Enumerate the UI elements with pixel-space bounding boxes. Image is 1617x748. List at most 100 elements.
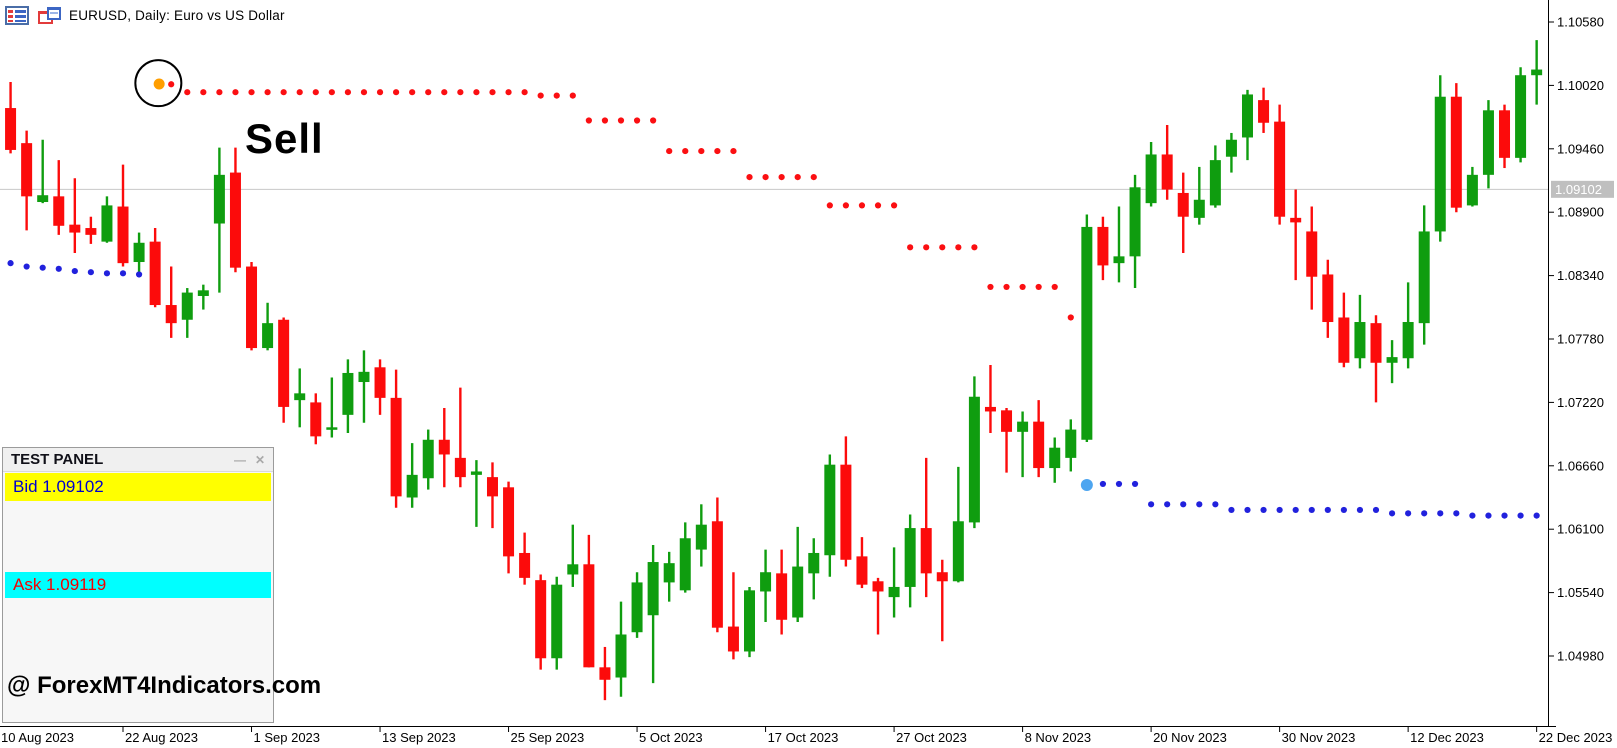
sar-dot-blue [7, 260, 14, 267]
sar-dot-red [441, 89, 448, 96]
candle-down [776, 573, 788, 620]
sar-dot-red [296, 89, 303, 96]
sar-dot-red [376, 89, 384, 96]
candle-up [888, 586, 900, 598]
candle-up [37, 195, 49, 203]
current-price-label: 1.09102 [1555, 182, 1602, 197]
sar-dot-red [344, 89, 352, 96]
sar-dot-blue [1131, 480, 1139, 488]
sar-dot-red [264, 89, 271, 96]
sar-dot-blue [1115, 480, 1123, 488]
sar-dot-red [955, 244, 962, 251]
price-tick-label: 1.07220 [1557, 395, 1604, 410]
candle-up [358, 371, 370, 383]
candle-up [470, 471, 482, 475]
candle-up [567, 564, 579, 575]
candle-down [85, 228, 97, 235]
candle-down [535, 580, 547, 659]
candle-up [695, 524, 707, 550]
price-tick-label: 1.10020 [1557, 78, 1604, 93]
sar-dot-blue [1196, 501, 1203, 508]
candle-down [1370, 323, 1382, 363]
time-tick-label: 13 Sep 2023 [382, 730, 456, 745]
candle-up [133, 242, 145, 263]
minimize-icon[interactable]: — [234, 452, 246, 467]
candle-up [262, 323, 274, 349]
candle-down [984, 406, 996, 412]
candle-up [1193, 199, 1205, 218]
price-tick-label: 1.10580 [1557, 15, 1604, 30]
sar-dot-red [778, 174, 785, 181]
sar-dot-blue [1148, 501, 1155, 508]
sar-dot-blue-big [1080, 479, 1093, 492]
sar-dot-red [714, 147, 721, 155]
sar-dot-blue [1276, 506, 1283, 514]
candle-down [1001, 410, 1013, 432]
sar-dot-red [505, 89, 512, 96]
test-panel-window[interactable]: TEST PANEL — ✕ Bid 1.09102 Ask 1.09119 [2, 447, 274, 723]
candle-up [1418, 231, 1430, 324]
candle-up [1386, 357, 1398, 363]
candle-down [278, 319, 290, 407]
price-tick-label: 1.09460 [1557, 141, 1604, 156]
sar-dot-blue [1244, 506, 1251, 514]
sar-dot-red [842, 202, 849, 209]
candle-down [1290, 217, 1302, 223]
candle-down [1499, 110, 1511, 158]
time-tick-label: 30 Nov 2023 [1282, 730, 1356, 745]
sar-dot-blue [71, 267, 78, 275]
sar-dot-blue [1469, 512, 1476, 519]
candle-down [1306, 231, 1318, 277]
sar-dot-red [168, 81, 175, 88]
ask-price-row: Ask 1.09119 [5, 572, 271, 598]
sar-dot-blue [119, 270, 127, 277]
candle-up [663, 563, 675, 583]
sar-dot-blue [1228, 506, 1235, 514]
candle-up [631, 582, 643, 633]
candle-up [1531, 69, 1543, 76]
candle-down [599, 667, 611, 680]
candle-down [5, 108, 17, 150]
candle-up [101, 205, 113, 242]
sar-dot-red [730, 147, 737, 155]
candle-up [1049, 447, 1061, 469]
close-icon[interactable]: ✕ [254, 452, 266, 467]
sar-dot-blue [1180, 501, 1187, 508]
candle-up [1113, 256, 1125, 264]
candle-up [792, 566, 804, 618]
candle-down [21, 143, 33, 197]
time-tick-label: 5 Oct 2023 [639, 730, 703, 745]
candle-down [165, 305, 177, 324]
watermark-text: @ ForexMT4Indicators.com [7, 672, 322, 699]
candle-up [326, 427, 338, 430]
sar-dot-blue [1388, 510, 1396, 517]
time-tick-label: 20 Nov 2023 [1153, 730, 1227, 745]
candle-up [1225, 139, 1237, 157]
candle-up [744, 590, 756, 652]
time-tick-label: 22 Dec 2023 [1539, 730, 1613, 745]
candle-down [840, 464, 852, 560]
time-tick-label: 12 Dec 2023 [1410, 730, 1484, 745]
sar-dot-red [666, 147, 673, 155]
sar-dot-red [328, 89, 335, 96]
candle-down [1177, 192, 1189, 217]
sar-dot-red [1051, 283, 1058, 291]
candle-down [149, 241, 161, 306]
sar-dot-red [890, 202, 898, 209]
price-tick-label: 1.06660 [1557, 458, 1604, 473]
candle-down [229, 172, 241, 268]
candle-up [968, 396, 980, 523]
sar-dot-blue [1421, 510, 1428, 517]
current-price-tag [1551, 180, 1614, 198]
candle-down [1274, 121, 1286, 217]
sar-dot-blue [1212, 501, 1219, 508]
chart-header: EURUSD, Daily: Euro vs US Dollar [5, 6, 285, 25]
test-panel-titlebar[interactable]: TEST PANEL — ✕ [3, 448, 273, 472]
sar-dot-red [971, 244, 978, 251]
time-tick-label: 10 Aug 2023 [1, 730, 74, 745]
sar-dot-red [360, 89, 368, 96]
sar-dot-red [521, 89, 528, 96]
sar-dot-red [601, 117, 609, 124]
candle-up [760, 572, 772, 592]
